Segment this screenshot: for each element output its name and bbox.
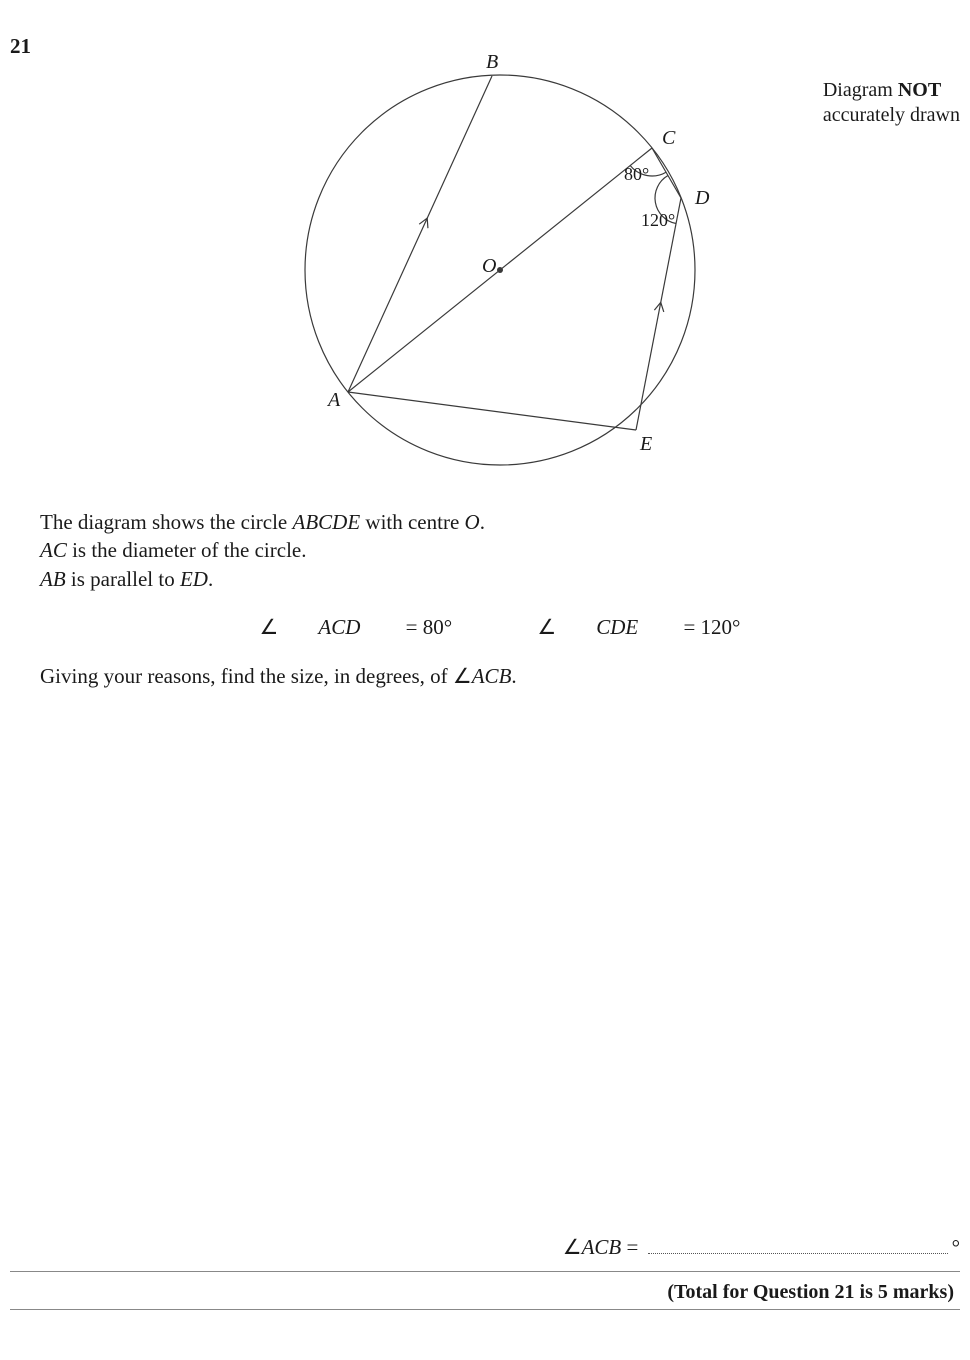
svg-text:C: C xyxy=(662,127,676,149)
svg-text:E: E xyxy=(639,433,652,455)
question-number: 21 xyxy=(10,34,31,59)
answer-blank[interactable] xyxy=(648,1234,948,1254)
svg-text:A: A xyxy=(326,389,341,411)
note-bold: NOT xyxy=(898,79,941,101)
diagram-note: Diagram NOT accurately drawn xyxy=(823,78,960,128)
svg-text:O: O xyxy=(482,255,496,277)
svg-text:B: B xyxy=(486,51,498,73)
eq-cde: ∠CDE = 120° xyxy=(537,615,740,640)
angle-equations: ∠ACD = 80° ∠CDE = 120° xyxy=(40,615,960,640)
circle-diagram: O A B C D E 80° 120° xyxy=(240,40,760,490)
para-3: AB is parallel to ED. xyxy=(40,565,960,593)
svg-text:120°: 120° xyxy=(641,210,675,230)
answer-line: ∠ACB = ° xyxy=(563,1234,960,1260)
divider-top xyxy=(10,1271,960,1272)
divider-bottom xyxy=(10,1309,960,1310)
eq-acd: ∠ACD = 80° xyxy=(260,615,453,640)
svg-text:D: D xyxy=(694,187,710,209)
note-part2: accurately drawn xyxy=(823,104,960,126)
note-part1: Diagram xyxy=(823,79,898,101)
total-marks: (Total for Question 21 is 5 marks) xyxy=(667,1281,954,1304)
exam-page: 21 Diagram NOT accurately drawn O A B C D E 80… xyxy=(0,0,970,1360)
svg-text:80°: 80° xyxy=(624,164,649,184)
para-2: AC is the diameter of the circle. xyxy=(40,536,960,564)
question-text: The diagram shows the circle ABCDE with … xyxy=(40,508,960,593)
degree-symbol: ° xyxy=(952,1235,960,1259)
para-1: The diagram shows the circle ABCDE with … xyxy=(40,508,960,536)
instruction: Giving your reasons, find the size, in d… xyxy=(40,662,960,690)
